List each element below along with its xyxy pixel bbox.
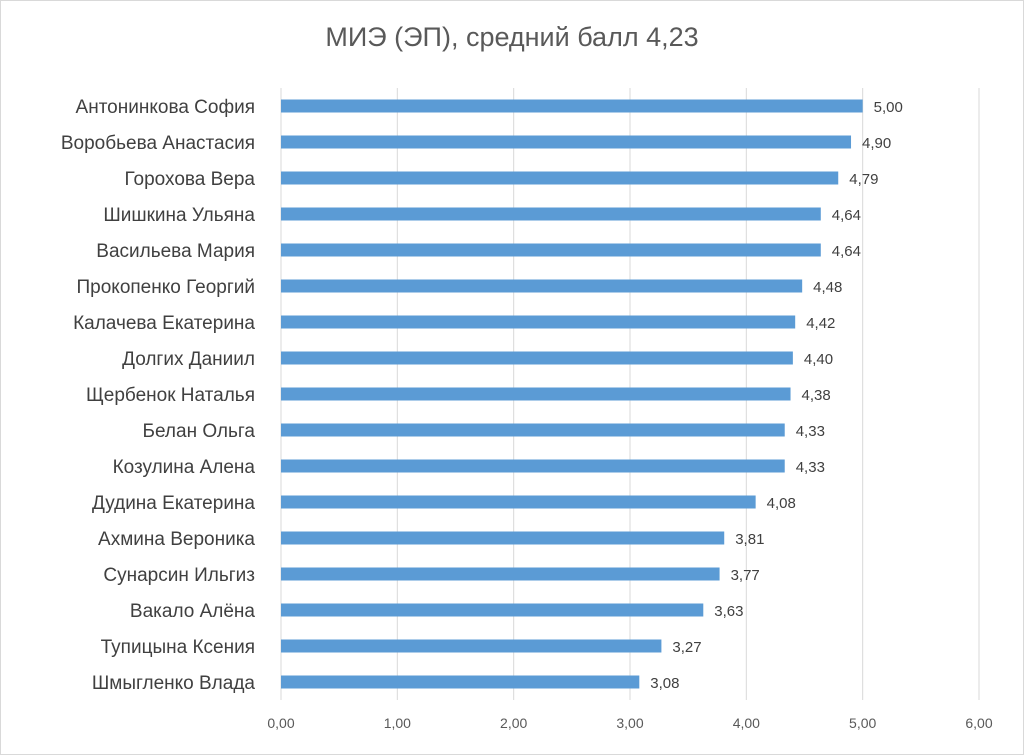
data-label: 4,40 bbox=[804, 351, 833, 368]
x-tick-label: 6,00 bbox=[965, 715, 992, 731]
category-label: Воробьева Анастасия bbox=[61, 133, 255, 154]
data-labels: 5,00 4,90 4,79 4,64 4,64 4,48 4,42 4,40 4,38 4,33… bbox=[650, 99, 903, 692]
x-axis-tick-labels: 0,00 1,00 2,00 3,00 4,00 5,00 6,00 bbox=[267, 715, 992, 731]
category-label: Горохова Вера bbox=[125, 169, 256, 190]
category-label: Антонинкова София bbox=[76, 97, 255, 118]
category-label: Тупицына Ксения bbox=[101, 637, 255, 658]
bar bbox=[281, 135, 852, 149]
category-label: Васильева Мария bbox=[96, 241, 255, 262]
category-label: Долгих Даниил bbox=[122, 349, 255, 370]
bar bbox=[281, 171, 839, 185]
category-labels: Антонинкова София Воробьева Анастасия Горо… bbox=[61, 97, 256, 694]
chart-title: МИЭ (ЭП), средний балл 4,23 bbox=[325, 22, 699, 52]
data-label: 3,81 bbox=[735, 531, 764, 548]
x-tick-label: 0,00 bbox=[267, 715, 294, 731]
data-label: 4,33 bbox=[796, 423, 825, 440]
bar bbox=[281, 459, 785, 473]
data-label: 4,64 bbox=[832, 207, 861, 224]
data-label: 3,77 bbox=[731, 567, 760, 584]
data-label: 4,48 bbox=[813, 279, 842, 296]
bar bbox=[281, 675, 640, 689]
bar bbox=[281, 99, 863, 113]
category-label: Вакало Алёна bbox=[130, 601, 256, 622]
bar bbox=[281, 387, 791, 401]
x-tick-label: 2,00 bbox=[500, 715, 527, 731]
category-label: Дудина Екатерина bbox=[92, 493, 255, 514]
data-label: 4,64 bbox=[832, 243, 861, 260]
category-label: Щербенок Наталья bbox=[86, 385, 255, 406]
bar bbox=[281, 423, 785, 437]
data-label: 3,27 bbox=[672, 639, 701, 656]
category-label: Сунарсин Ильгиз bbox=[103, 565, 255, 586]
x-tick-label: 4,00 bbox=[733, 715, 760, 731]
data-label: 3,63 bbox=[714, 603, 743, 620]
data-label: 3,08 bbox=[650, 675, 679, 692]
bar bbox=[281, 243, 821, 257]
data-label: 4,38 bbox=[802, 387, 831, 404]
data-label: 4,33 bbox=[796, 459, 825, 476]
x-tick-label: 3,00 bbox=[616, 715, 643, 731]
bar bbox=[281, 315, 796, 329]
category-label: Калачева Екатерина bbox=[73, 313, 255, 334]
x-tick-label: 1,00 bbox=[384, 715, 411, 731]
category-label: Белан Ольга bbox=[143, 421, 256, 442]
bar bbox=[281, 531, 725, 545]
data-label: 5,00 bbox=[874, 99, 903, 116]
bar bbox=[281, 567, 720, 581]
data-label: 4,42 bbox=[806, 315, 835, 332]
category-label: Шишкина Ульяна bbox=[103, 205, 255, 226]
bars bbox=[281, 99, 863, 689]
bar bbox=[281, 639, 662, 653]
x-tick-label: 5,00 bbox=[849, 715, 876, 731]
category-label: Прокопенко Георгий bbox=[77, 277, 255, 298]
bar bbox=[281, 207, 821, 221]
data-label: 4,90 bbox=[862, 135, 891, 152]
category-label: Ахмина Вероника bbox=[98, 529, 255, 550]
bar bbox=[281, 351, 793, 365]
data-label: 4,08 bbox=[767, 495, 796, 512]
bar bbox=[281, 603, 704, 617]
category-label: Шмыгленко Влада bbox=[92, 673, 256, 694]
bar bbox=[281, 279, 803, 293]
bar bbox=[281, 495, 756, 509]
data-label: 4,79 bbox=[849, 171, 878, 188]
category-label: Козулина Алена bbox=[113, 457, 256, 478]
